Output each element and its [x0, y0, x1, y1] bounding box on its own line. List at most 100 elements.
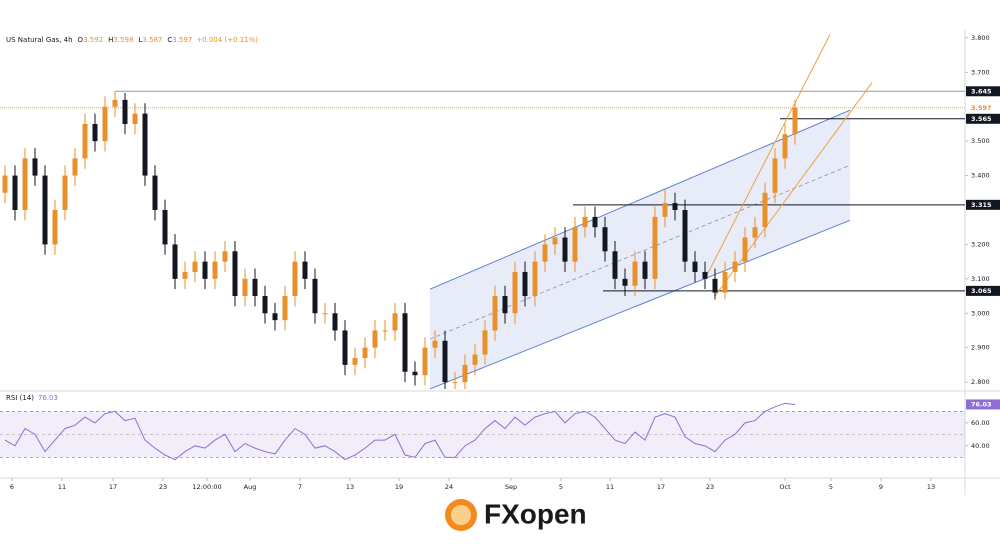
candle-body	[782, 134, 788, 159]
price-label: 3.315	[971, 201, 992, 209]
rsi-legend: RSI (14) 76.03	[6, 394, 58, 402]
candle-body	[2, 175, 8, 193]
x-tick-label: 17	[109, 483, 117, 491]
x-tick-label: 5	[559, 483, 563, 491]
candle-body	[232, 251, 238, 297]
rsi-value-label: 76.03	[971, 400, 992, 408]
ohlc-value: 3.598	[113, 36, 133, 44]
y-tick-label: 2.900	[971, 344, 990, 352]
price-label-box	[966, 285, 1000, 296]
candle-body	[262, 296, 268, 314]
y-tick-label: 3.500	[971, 137, 990, 145]
trendline	[714, 82, 873, 297]
candle-body	[482, 330, 488, 355]
candle-body	[532, 261, 538, 297]
brand-logo: FXopen	[445, 498, 587, 531]
channel-mid	[429, 164, 851, 340]
candle-body	[52, 210, 58, 245]
ohlc-value: 3.597	[172, 36, 192, 44]
candle-body	[142, 113, 148, 176]
candle-body	[412, 371, 418, 376]
candle-body	[752, 227, 758, 238]
ohlc-key: C	[167, 36, 172, 44]
candle-body	[662, 203, 668, 217]
rsi-line	[4, 402, 796, 461]
candle-body	[282, 296, 288, 321]
rsi-value-box	[966, 399, 1000, 410]
y-tick-label: 2.800	[971, 378, 990, 386]
candle-body	[442, 340, 448, 383]
price-label: 3.597	[971, 104, 992, 112]
x-tick-label: 19	[395, 483, 403, 491]
candle-body	[632, 261, 638, 286]
x-tick-label: Oct	[779, 483, 791, 491]
candle-body	[492, 296, 498, 331]
candle-body	[692, 261, 698, 272]
channel-lower	[429, 219, 851, 390]
candle-body	[542, 244, 548, 262]
ohlc-key: O	[78, 36, 84, 44]
ohlc-value: 3.592	[83, 36, 103, 44]
candle-body	[352, 357, 358, 365]
candle-body	[322, 313, 328, 315]
candle-body	[452, 382, 458, 384]
price-label-box	[966, 102, 1000, 113]
candle-body	[522, 271, 528, 297]
x-tick-label: 23	[159, 483, 167, 491]
x-tick-label: Aug	[244, 483, 257, 491]
candle-body	[202, 261, 208, 279]
x-tick-label: 13	[927, 483, 935, 491]
candle-body	[82, 123, 88, 159]
price-label: 3.565	[971, 115, 992, 123]
y-tick-label: 3.000	[971, 309, 990, 317]
x-tick-label: 12:00:00	[192, 483, 221, 491]
candle-body	[602, 227, 608, 252]
ohlc-value: 3.587	[142, 36, 162, 44]
rsi-legend-value: 76.03	[38, 394, 58, 402]
candle-body	[772, 158, 778, 193]
candle-body	[592, 216, 598, 228]
x-tick-label: 7	[298, 483, 302, 491]
candle-body	[182, 271, 188, 279]
candle-body	[72, 158, 78, 176]
candle-body	[112, 99, 118, 107]
candle-body	[302, 261, 308, 279]
candle-body	[312, 278, 318, 314]
candle-body	[552, 237, 558, 245]
channel-fill	[430, 110, 850, 389]
x-tick-label: Sep	[505, 483, 517, 491]
x-tick-label: 5	[829, 483, 833, 491]
candle-body	[362, 347, 368, 358]
candle-body	[272, 313, 278, 321]
price-label: 3.065	[971, 287, 992, 295]
rsi-tick-label: 60.00	[971, 419, 990, 427]
candle-body	[462, 364, 468, 383]
candle-body	[92, 123, 98, 142]
candle-body	[572, 227, 578, 262]
candle-body	[12, 175, 18, 210]
candle-body	[582, 216, 588, 228]
change: +0.004 (+0.11%)	[196, 36, 258, 44]
price-label-box	[966, 113, 1000, 124]
candle-body	[162, 210, 168, 245]
candle-body	[42, 175, 48, 245]
x-tick-label: 11	[58, 483, 66, 491]
candle-body	[682, 210, 688, 262]
candle-body	[342, 330, 348, 365]
candle-body	[392, 313, 398, 331]
y-tick-label: 3.400	[971, 172, 990, 180]
candle-body	[172, 244, 178, 279]
candle-body	[472, 354, 478, 365]
rsi-name: RSI (14)	[6, 394, 34, 402]
ohlc-key: L	[138, 36, 142, 44]
y-tick-label: 3.100	[971, 275, 990, 283]
x-tick-label: 24	[445, 483, 453, 491]
candle-body	[292, 261, 298, 297]
x-tick-label: 23	[706, 483, 714, 491]
candle-body	[132, 113, 138, 124]
rsi-tick-label: 40.00	[971, 442, 990, 450]
candle-body	[242, 278, 248, 297]
candle-body	[762, 192, 768, 228]
price-label-box	[966, 86, 1000, 97]
price-label: 3.645	[971, 87, 992, 95]
